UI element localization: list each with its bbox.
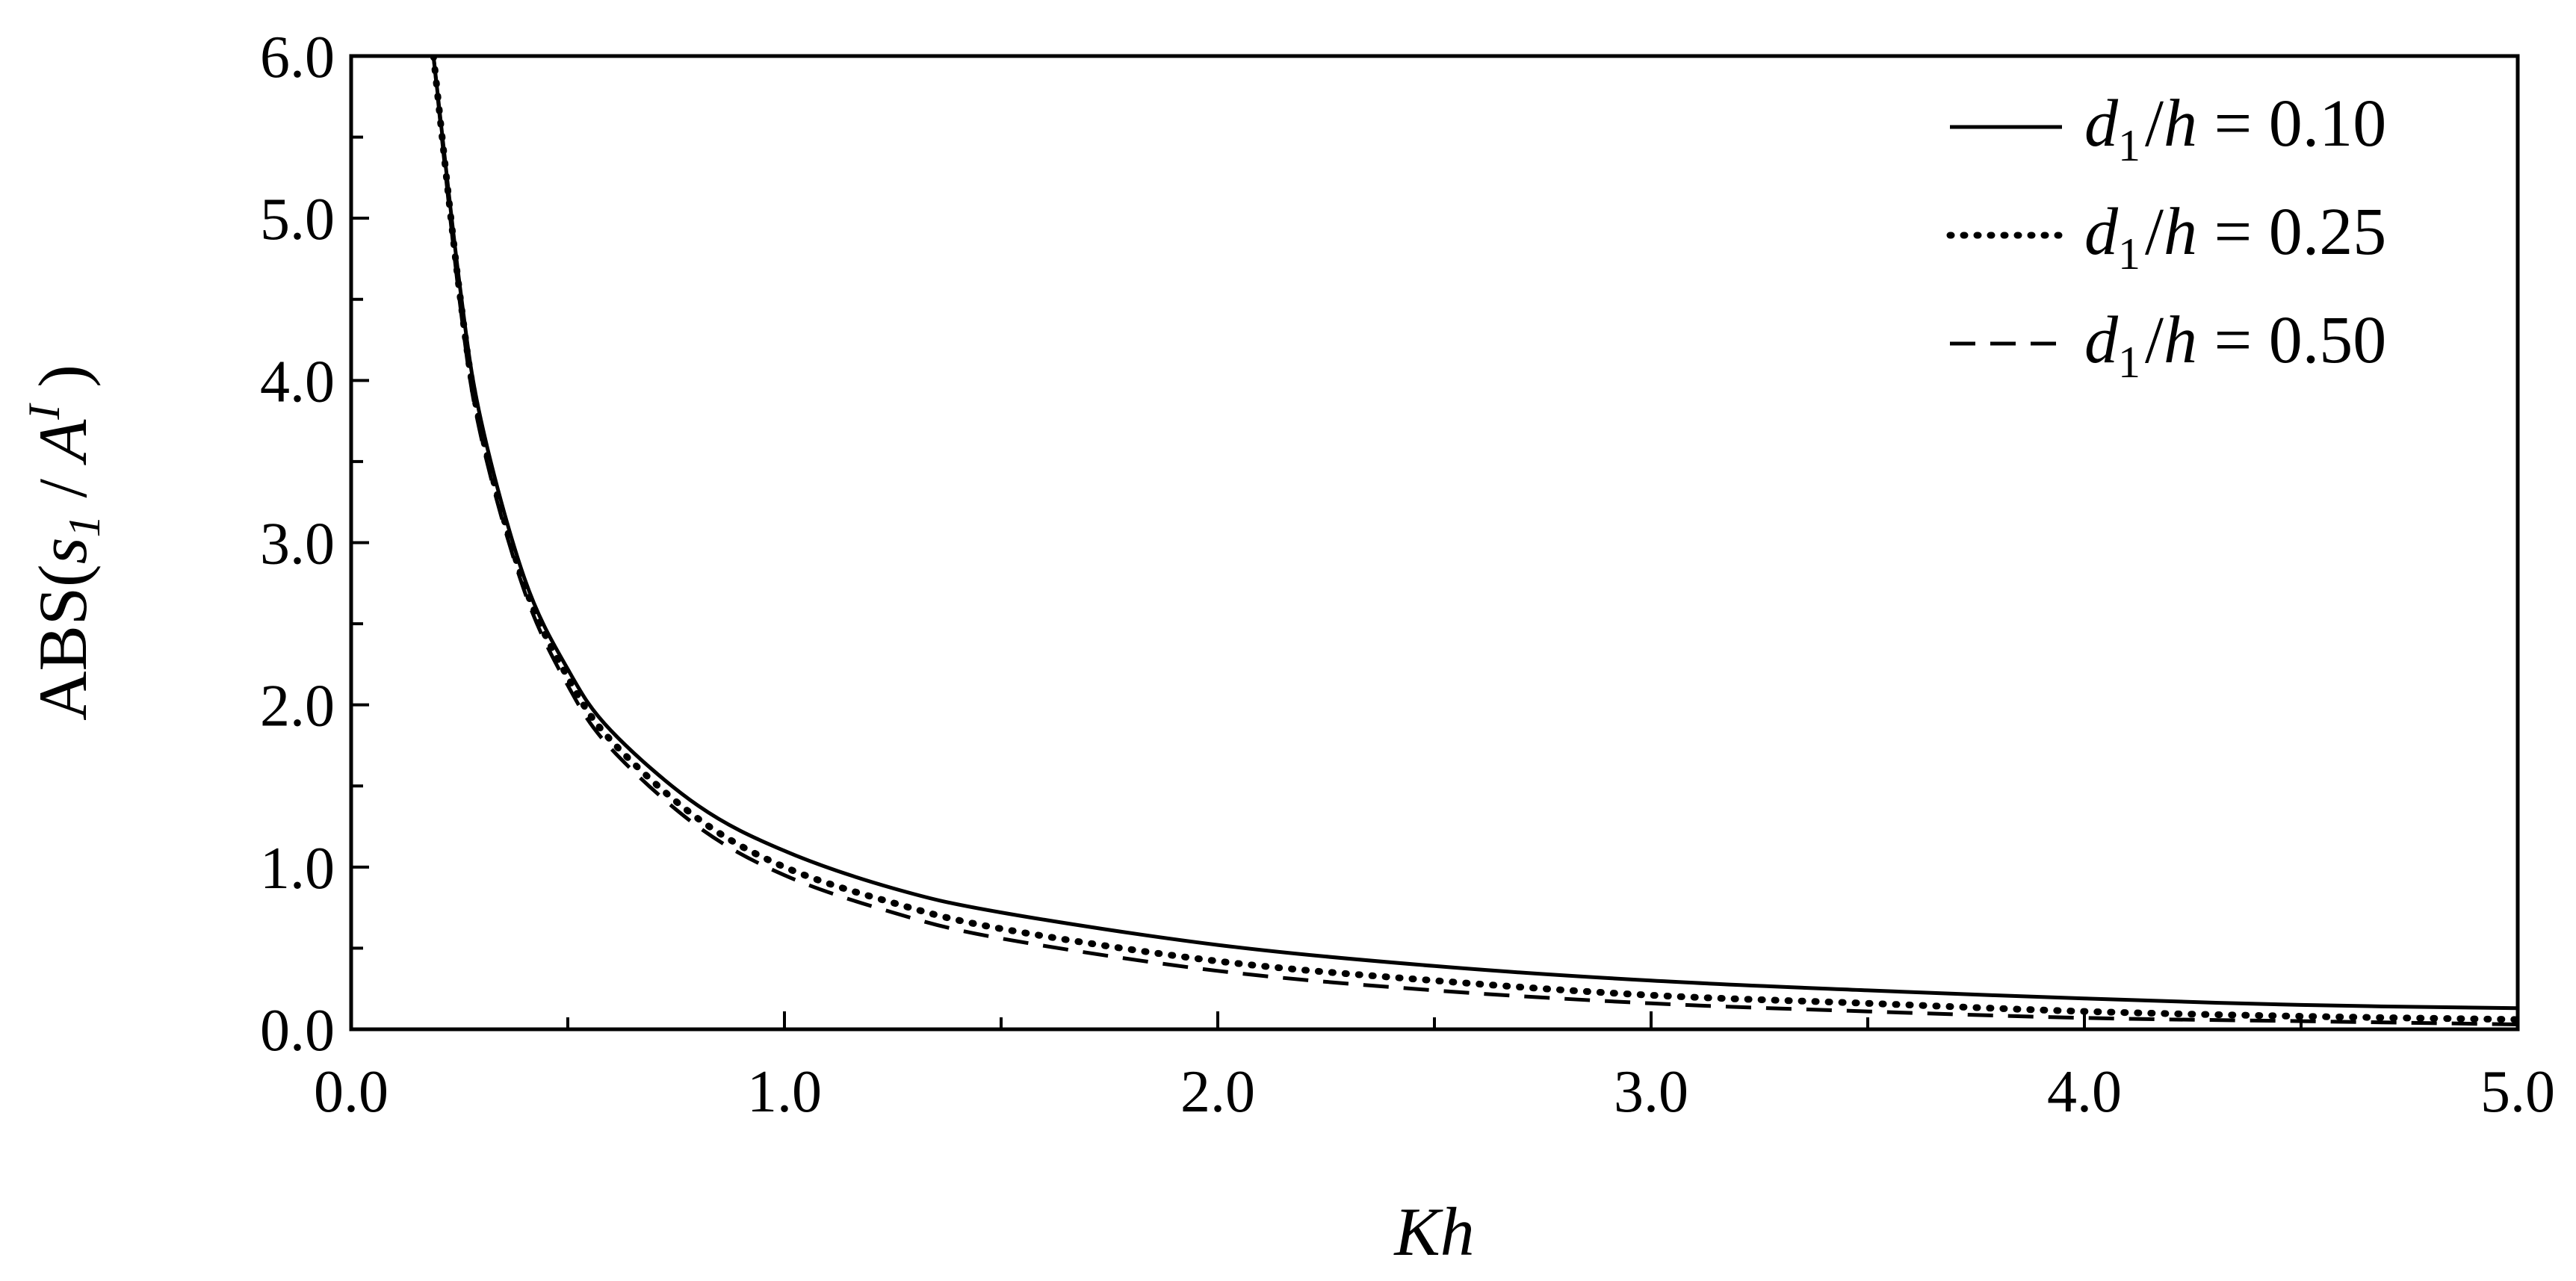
y-axis-ticks: [351, 55, 369, 1031]
legend-label-1: d1/h = 0.10: [2084, 87, 2386, 170]
x-tick-label: 4.0: [2047, 1059, 2122, 1125]
y-axis-title-denominator-superscript: I: [19, 403, 69, 421]
y-tick-label: 3.0: [260, 512, 335, 577]
y-axis-title-prefix: ABS(: [25, 564, 101, 721]
y-axis-tick-labels: 0.0 1.0 2.0 3.0 4.0 5.0 6.0: [260, 25, 335, 1064]
series-layer: [430, 56, 2518, 1026]
x-tick-label: 5.0: [2480, 1059, 2555, 1125]
legend: d1/h = 0.10 d1/h = 0.25 d1/h = 0.50: [1946, 87, 2386, 387]
y-axis-title-separator: /: [25, 462, 101, 515]
x-axis-title: Kh: [1393, 1194, 1474, 1270]
y-tick-label: 4.0: [260, 349, 335, 415]
y-tick-label: 2.0: [260, 674, 335, 739]
y-axis-title: ABS(s1 / AI ): [19, 365, 109, 721]
series-line-2: [430, 56, 2518, 1023]
x-axis-ticks: [350, 1011, 2519, 1029]
x-tick-label: 1.0: [747, 1059, 822, 1125]
y-tick-label: 6.0: [260, 25, 335, 90]
series-line-1: [431, 56, 2518, 1011]
series-line-3: [431, 56, 2518, 1026]
legend-label-3: d1/h = 0.50: [2084, 303, 2386, 387]
y-axis-title-denominator: A: [25, 419, 101, 466]
y-tick-label: 0.0: [260, 998, 335, 1064]
y-axis-title-numerator: s: [25, 537, 101, 564]
legend-label-2: d1/h = 0.25: [2084, 195, 2386, 279]
y-tick-label: 5.0: [260, 187, 335, 252]
y-axis-title-suffix: ): [25, 365, 101, 405]
y-tick-label: 1.0: [260, 836, 335, 902]
y-axis-title-numerator-subscript: 1: [60, 515, 109, 537]
x-tick-label: 2.0: [1180, 1059, 1255, 1125]
x-tick-label: 0.0: [314, 1059, 388, 1125]
x-axis-tick-labels: 0.0 1.0 2.0 3.0 4.0 5.0: [314, 1059, 2555, 1125]
x-tick-label: 3.0: [1614, 1059, 1688, 1125]
